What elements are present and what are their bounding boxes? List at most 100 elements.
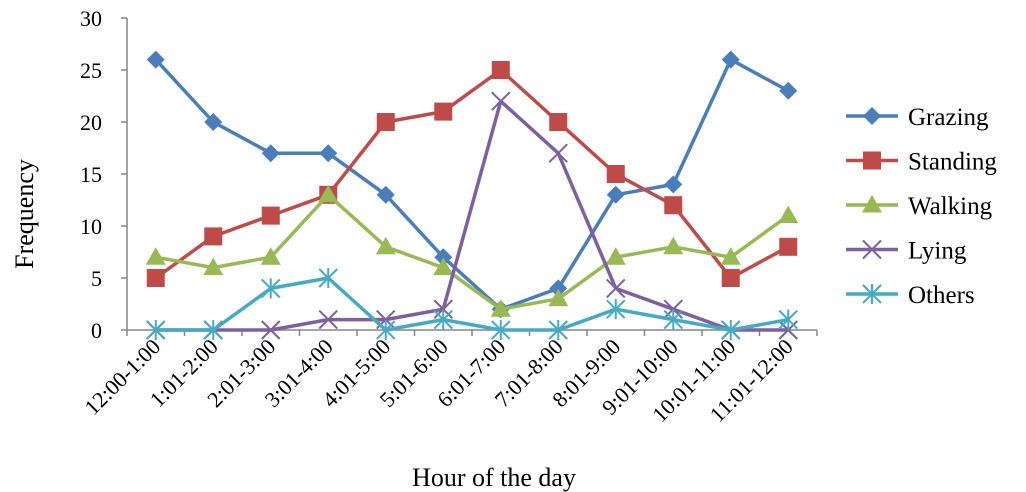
series-line-grazing bbox=[154, 57, 790, 311]
data-point-grazing bbox=[549, 279, 568, 298]
y-tick-label: 15 bbox=[80, 162, 102, 187]
legend-swatch-marker bbox=[862, 284, 882, 304]
data-point-grazing bbox=[319, 144, 338, 163]
series-line-others bbox=[155, 276, 789, 332]
data-point-others bbox=[778, 309, 798, 330]
marker-stroke bbox=[548, 143, 568, 163]
data-point-lying bbox=[491, 91, 511, 111]
data-point-others bbox=[548, 320, 568, 340]
series-others bbox=[146, 268, 798, 340]
y-axis-title: Frequency bbox=[10, 159, 39, 269]
data-point-standing bbox=[549, 113, 568, 131]
y-tick-label: 30 bbox=[80, 6, 102, 31]
marker-stroke bbox=[663, 299, 683, 319]
data-point-standing bbox=[261, 206, 280, 225]
data-point-others bbox=[663, 309, 683, 330]
data-point-grazing bbox=[721, 50, 740, 69]
data-point-walking bbox=[490, 299, 511, 317]
data-point-lying bbox=[261, 320, 281, 340]
data-point-grazing bbox=[146, 50, 165, 69]
data-point-standing bbox=[204, 227, 223, 246]
legend-item-grazing: Grazing bbox=[846, 104, 989, 131]
data-point-grazing bbox=[606, 185, 625, 204]
data-point-others bbox=[203, 320, 223, 340]
series-standing bbox=[146, 61, 798, 287]
y-tick-label: 20 bbox=[80, 110, 102, 135]
data-point-walking bbox=[203, 257, 224, 276]
data-point-grazing bbox=[779, 81, 798, 100]
marker-stroke bbox=[433, 299, 453, 319]
data-point-standing bbox=[491, 61, 510, 79]
data-point-standing bbox=[606, 165, 625, 183]
data-point-standing bbox=[721, 269, 740, 287]
data-point-lying bbox=[778, 320, 798, 340]
data-point-lying bbox=[548, 143, 568, 163]
data-point-walking bbox=[548, 288, 569, 307]
legend-item-standing: Standing bbox=[846, 149, 997, 176]
series-line-walking bbox=[155, 193, 790, 311]
data-point-walking bbox=[605, 247, 626, 265]
data-point-walking bbox=[433, 257, 454, 276]
data-point-standing bbox=[779, 237, 798, 256]
data-point-walking bbox=[375, 236, 396, 255]
marker-stroke bbox=[606, 278, 626, 299]
data-point-others bbox=[606, 299, 626, 320]
data-point-others bbox=[146, 320, 166, 340]
marker-stroke bbox=[318, 309, 338, 330]
data-point-walking bbox=[260, 247, 281, 265]
legend-item-others: Others bbox=[846, 282, 975, 309]
data-point-lying bbox=[606, 278, 626, 299]
series-line-standing bbox=[154, 68, 790, 280]
legend-label: Lying bbox=[908, 238, 967, 265]
data-point-walking bbox=[720, 247, 741, 265]
series-walking bbox=[145, 184, 799, 317]
data-point-lying bbox=[663, 299, 683, 319]
data-point-standing bbox=[146, 269, 165, 287]
x-tick-label: 12:00-1:00 bbox=[79, 334, 165, 420]
data-point-others bbox=[318, 268, 338, 288]
data-point-others bbox=[261, 278, 281, 299]
data-point-standing bbox=[434, 102, 453, 121]
x-axis-title: Hour of the day bbox=[412, 463, 576, 492]
series-line-lying bbox=[155, 99, 789, 332]
data-point-grazing bbox=[204, 113, 223, 131]
legend-label: Walking bbox=[908, 193, 993, 220]
legend-item-walking: Walking bbox=[846, 193, 993, 220]
y-tick-label: 10 bbox=[80, 214, 102, 239]
marker-stroke bbox=[862, 239, 882, 260]
data-point-walking bbox=[778, 205, 799, 224]
legend-label: Grazing bbox=[908, 104, 989, 131]
data-point-grazing bbox=[376, 185, 395, 204]
data-point-grazing bbox=[664, 175, 683, 194]
series-grazing bbox=[146, 50, 798, 319]
legend-swatch-marker bbox=[863, 107, 881, 125]
data-point-others bbox=[721, 320, 741, 340]
legend-item-lying: Lying bbox=[846, 238, 967, 265]
data-point-standing bbox=[376, 113, 395, 131]
legend: Grazing Standing Walking Lying Others bbox=[846, 104, 997, 309]
y-tick-label: 25 bbox=[80, 58, 102, 83]
data-point-others bbox=[433, 309, 453, 330]
legend-swatch-marker bbox=[862, 239, 882, 260]
data-point-walking bbox=[318, 184, 339, 203]
data-point-lying bbox=[433, 299, 453, 319]
data-point-grazing bbox=[434, 248, 453, 267]
data-point-lying bbox=[318, 309, 338, 330]
series-layer bbox=[145, 50, 799, 340]
legend-label: Others bbox=[908, 282, 975, 309]
legend-swatch-marker bbox=[862, 195, 882, 213]
data-point-walking bbox=[145, 247, 166, 265]
y-tick-label: 5 bbox=[91, 266, 102, 291]
marker-stroke bbox=[491, 91, 511, 111]
data-point-others bbox=[491, 320, 511, 340]
legend-label: Standing bbox=[908, 149, 997, 176]
data-point-standing bbox=[664, 196, 683, 215]
axes: 05101520253012:00-1:001:01-2:002:01-3:00… bbox=[79, 6, 818, 427]
marker-stroke bbox=[261, 320, 281, 340]
legend-swatch-marker bbox=[863, 151, 881, 170]
marker-stroke bbox=[778, 320, 798, 340]
y-tick-label: 0 bbox=[91, 318, 102, 343]
data-point-grazing bbox=[261, 144, 280, 163]
data-point-walking bbox=[663, 236, 684, 255]
data-point-others bbox=[376, 320, 396, 340]
